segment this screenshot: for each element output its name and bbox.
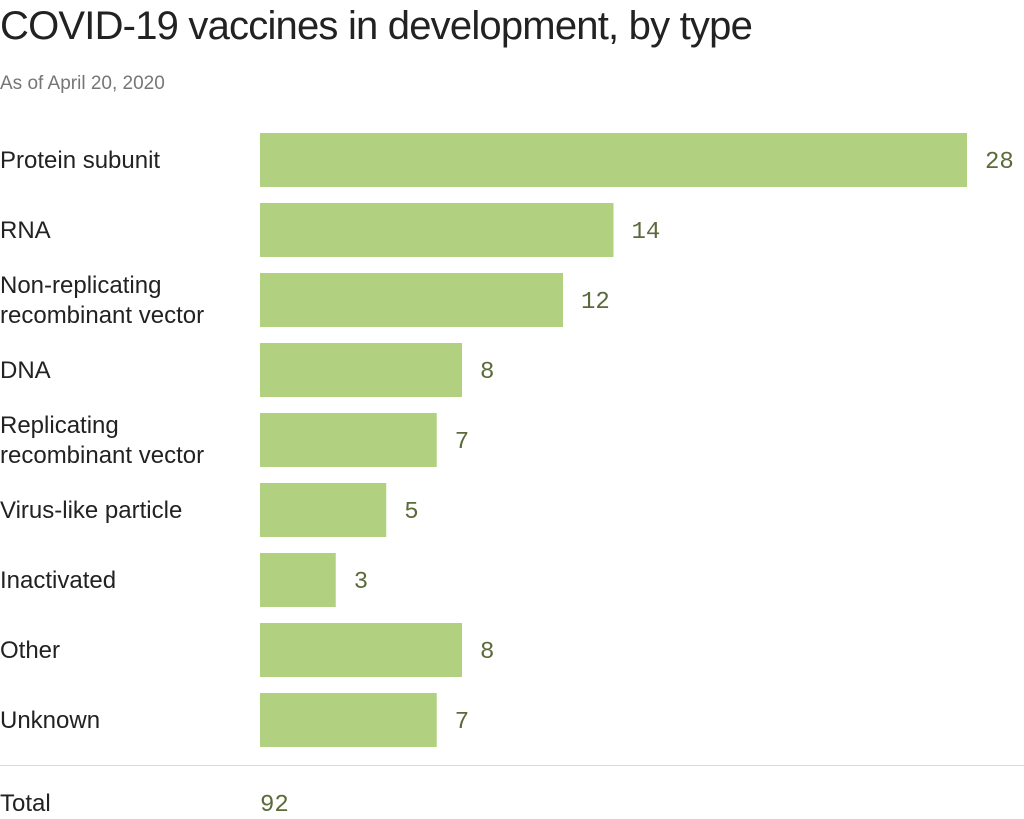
category-label: RNA [0,217,51,244]
value-label: 12 [581,289,610,316]
bar-row: Protein subunit 28 [0,133,1014,187]
bar-row: Virus-like particle 5 [0,483,419,537]
value-label: 7 [455,709,469,736]
value-label: 7 [455,429,469,456]
value-label: 3 [354,569,368,596]
category-label-line: Non-replicating [0,272,161,299]
value-label: 8 [480,359,494,386]
category-label: Inactivated [0,567,116,594]
total-value: 92 [260,792,289,819]
bar [260,483,387,537]
bar [260,693,437,747]
value-label: 8 [480,639,494,666]
category-label-line: recombinant vector [0,302,204,329]
category-label: Other [0,637,60,664]
bar [260,133,967,187]
category-label: DNA [0,357,51,384]
value-label: 28 [985,149,1014,176]
bar-row: Replicating recombinant vector 7 [0,412,469,469]
bar [260,203,614,257]
bar-row: Inactivated 3 [0,553,368,607]
bar [260,343,462,397]
chart-subtitle: As of April 20, 2020 [0,73,165,94]
bar-row: RNA 14 [0,203,660,257]
bars-group: Protein subunit 28 RNA 14 Non-replicating rec… [0,133,1014,747]
category-label: Protein subunit [0,147,160,174]
category-label-line: recombinant vector [0,442,204,469]
category-label: Replicating recombinant vector [0,412,204,469]
bar-row: DNA 8 [0,343,494,397]
value-label: 14 [632,219,661,246]
bar-row: Other 8 [0,623,494,677]
category-label: Unknown [0,707,100,734]
bar [260,413,437,467]
total-label: Total [0,790,51,817]
bar [260,273,563,327]
bar [260,623,462,677]
bar-row: Non-replicating recombinant vector 12 [0,272,610,329]
bar [260,553,336,607]
value-label: 5 [404,499,418,526]
chart-title: COVID-19 vaccines in development, by typ… [0,4,753,48]
bar-row: Unknown 7 [0,693,469,747]
category-label-line: Replicating [0,412,119,439]
category-label: Virus-like particle [0,497,182,524]
category-label: Non-replicating recombinant vector [0,272,204,329]
